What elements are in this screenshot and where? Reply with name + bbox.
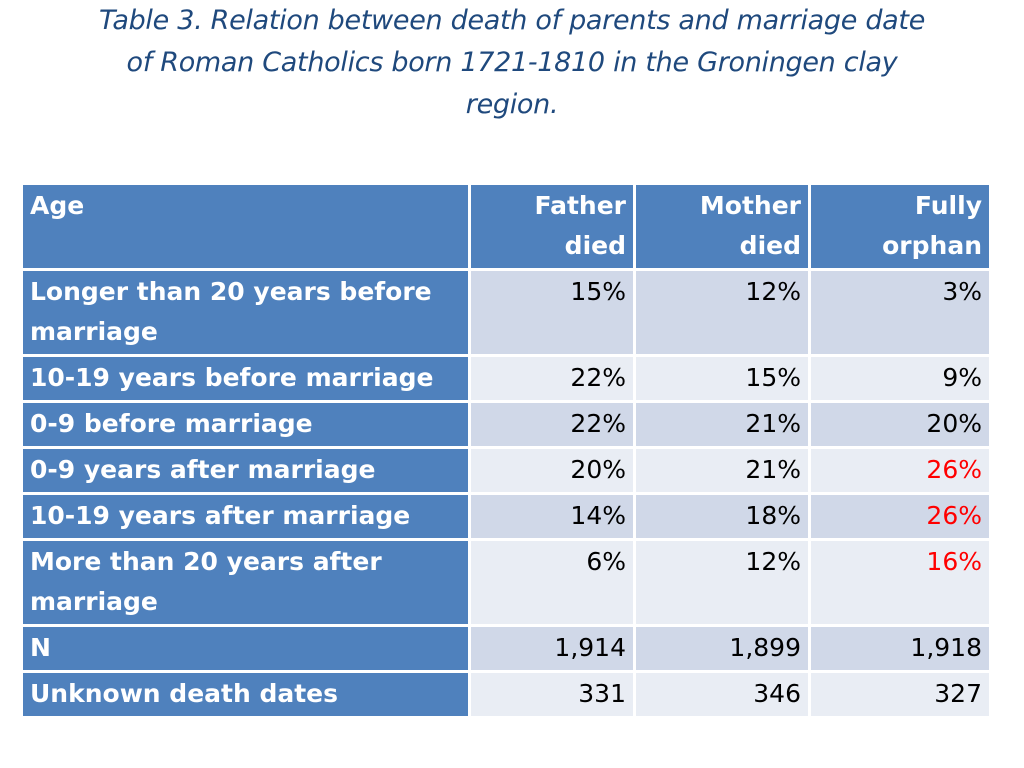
row-label: 0-9 before marriage	[20, 400, 471, 449]
title-line-2: of Roman Catholics born 1721-1810 in the…	[126, 47, 898, 78]
row-label: More than 20 years after marriage	[20, 538, 471, 627]
table-row: 0-9 years after marriage 20% 21% 26%	[20, 446, 992, 495]
cell-fully-orphan-highlight: 16%	[808, 538, 992, 627]
cell-fully-orphan: 20%	[808, 400, 992, 449]
row-label: Longer than 20 years before marriage	[20, 268, 471, 357]
table-row: 10-19 years before marriage 22% 15% 9%	[20, 354, 992, 403]
row-label: 0-9 years after marriage	[20, 446, 471, 495]
cell-fully-orphan-highlight: 26%	[808, 446, 992, 495]
title-line-1: Table 3. Relation between death of paren…	[98, 5, 926, 36]
cell-father-died: 22%	[468, 354, 636, 403]
cell-mother-died: 12%	[633, 268, 811, 357]
table-row: 10-19 years after marriage 14% 18% 26%	[20, 492, 992, 541]
header-mother-died: Mother died	[633, 182, 811, 271]
header-father-died: Father died	[468, 182, 636, 271]
cell-mother-died: 21%	[633, 446, 811, 495]
table-row: N 1,914 1,899 1,918	[20, 624, 992, 673]
row-label: 10-19 years after marriage	[20, 492, 471, 541]
title-line-3: region.	[465, 89, 559, 120]
header-fully-orphan: Fully orphan	[808, 182, 992, 271]
cell-mother-died: 18%	[633, 492, 811, 541]
cell-father-died: 15%	[468, 268, 636, 357]
row-label: N	[20, 624, 471, 673]
cell-mother-died: 15%	[633, 354, 811, 403]
cell-fully-orphan: 1,918	[808, 624, 992, 673]
cell-fully-orphan: 9%	[808, 354, 992, 403]
cell-mother-died: 346	[633, 670, 811, 719]
row-label: Unknown death dates	[20, 670, 471, 719]
table-row: Unknown death dates 331 346 327	[20, 670, 992, 719]
cell-father-died: 1,914	[468, 624, 636, 673]
data-table: Age Father died Mother died Fully orphan Lo…	[20, 182, 992, 719]
cell-father-died: 6%	[468, 538, 636, 627]
cell-father-died: 22%	[468, 400, 636, 449]
header-age: Age	[20, 182, 471, 271]
cell-father-died: 20%	[468, 446, 636, 495]
table-header-row: Age Father died Mother died Fully orphan	[20, 182, 992, 271]
cell-mother-died: 12%	[633, 538, 811, 627]
table-row: More than 20 years after marriage 6% 12%…	[20, 538, 992, 627]
cell-mother-died: 21%	[633, 400, 811, 449]
slide-title: Table 3. Relation between death of paren…	[40, 0, 984, 126]
cell-father-died: 331	[468, 670, 636, 719]
cell-mother-died: 1,899	[633, 624, 811, 673]
cell-fully-orphan-highlight: 26%	[808, 492, 992, 541]
cell-fully-orphan: 327	[808, 670, 992, 719]
table-row: 0-9 before marriage 22% 21% 20%	[20, 400, 992, 449]
cell-father-died: 14%	[468, 492, 636, 541]
cell-fully-orphan: 3%	[808, 268, 992, 357]
table-row: Longer than 20 years before marriage 15%…	[20, 268, 992, 357]
row-label: 10-19 years before marriage	[20, 354, 471, 403]
